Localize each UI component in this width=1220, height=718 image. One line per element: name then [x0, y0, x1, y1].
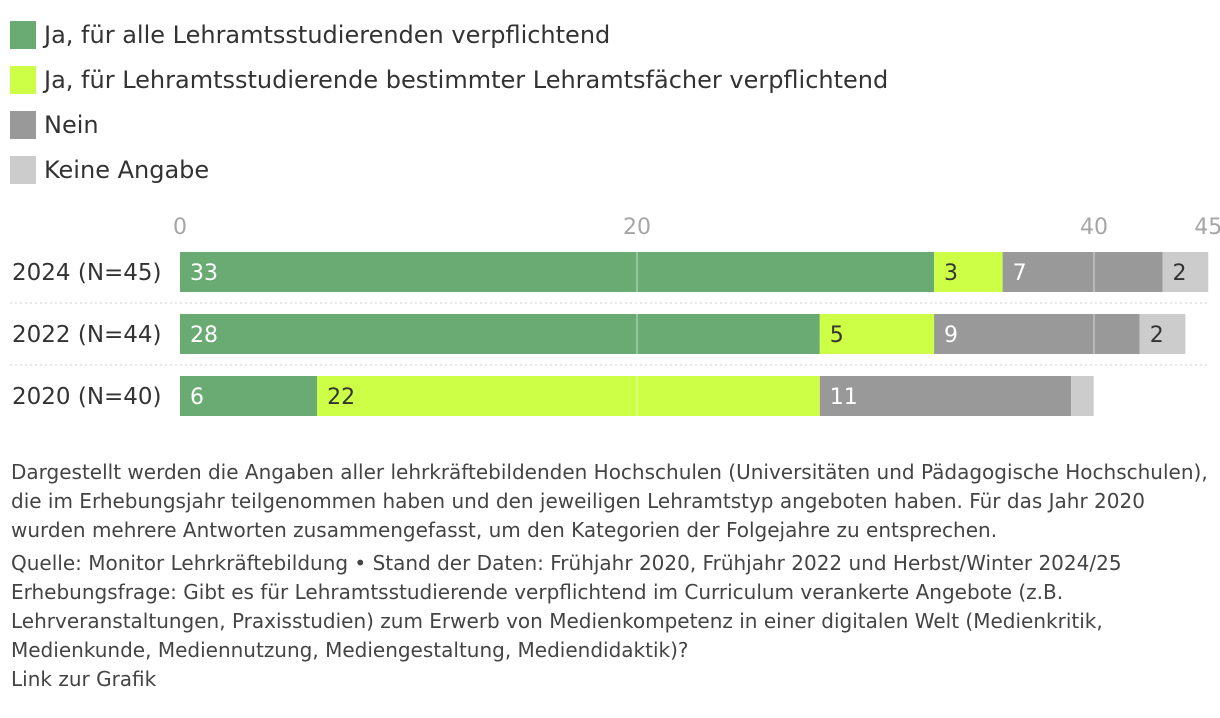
bar-segment [934, 252, 1003, 292]
category-label: 2024 (N=45) [12, 260, 162, 286]
bar-segment [1162, 252, 1209, 292]
x-tick-label: 20 [623, 215, 651, 240]
bar-segment [1139, 314, 1186, 354]
x-tick-label: 45 [1194, 215, 1220, 240]
bar-segment [180, 252, 935, 292]
legend-swatch [10, 110, 36, 139]
data-label: 3 [944, 261, 958, 286]
source-line: Quelle: Monitor Lehrkräftebildung • Stan… [11, 551, 1122, 575]
x-tick-label: 40 [1080, 215, 1108, 240]
bar-segment [1071, 376, 1094, 416]
chart-link[interactable]: Link zur Grafik [11, 667, 157, 691]
bar-segment [819, 376, 1072, 416]
legend-swatch [10, 20, 36, 49]
data-label: 9 [944, 323, 958, 348]
data-label: 2 [1150, 323, 1164, 348]
legend-label: Ja, für Lehramtsstudierende bestimmter L… [44, 65, 889, 94]
data-label: 5 [830, 323, 844, 348]
category-label: 2020 (N=40) [12, 384, 162, 410]
legend-label: Ja, für alle Lehramtsstudierenden verpfl… [44, 20, 611, 49]
chart-description: Dargestellt werden die Angaben aller leh… [11, 460, 1208, 542]
bar-segment [1002, 252, 1163, 292]
category-label: 2022 (N=44) [12, 322, 162, 348]
bar-segment [819, 314, 935, 354]
legend-item: Nein [10, 102, 888, 147]
legend-swatch [10, 65, 36, 94]
data-label: 2 [1173, 261, 1187, 286]
bar-segment [934, 314, 1140, 354]
legend-item: Keine Angabe [10, 147, 888, 192]
data-label: 7 [1013, 261, 1027, 286]
data-label: 22 [327, 385, 355, 410]
legend-label: Nein [44, 110, 99, 139]
legend: Ja, für alle Lehramtsstudierenden verpfl… [10, 12, 888, 192]
legend-item: Ja, für alle Lehramtsstudierenden verpfl… [10, 12, 888, 57]
survey-question: Erhebungsfrage: Gibt es für Lehramtsstud… [11, 580, 1103, 662]
bar-segment [180, 376, 318, 416]
data-label: 28 [190, 323, 218, 348]
data-label: 11 [830, 385, 858, 410]
legend-label: Keine Angabe [44, 155, 210, 184]
bar-segment [317, 376, 820, 416]
legend-swatch [10, 155, 36, 184]
legend-item: Ja, für Lehramtsstudierende bestimmter L… [10, 57, 888, 102]
data-label: 6 [190, 385, 204, 410]
bar-segment [180, 314, 820, 354]
chart-notes: Dargestellt werden die Angaben aller leh… [11, 458, 1211, 694]
x-tick-label: 0 [173, 215, 187, 240]
data-label: 33 [190, 261, 218, 286]
